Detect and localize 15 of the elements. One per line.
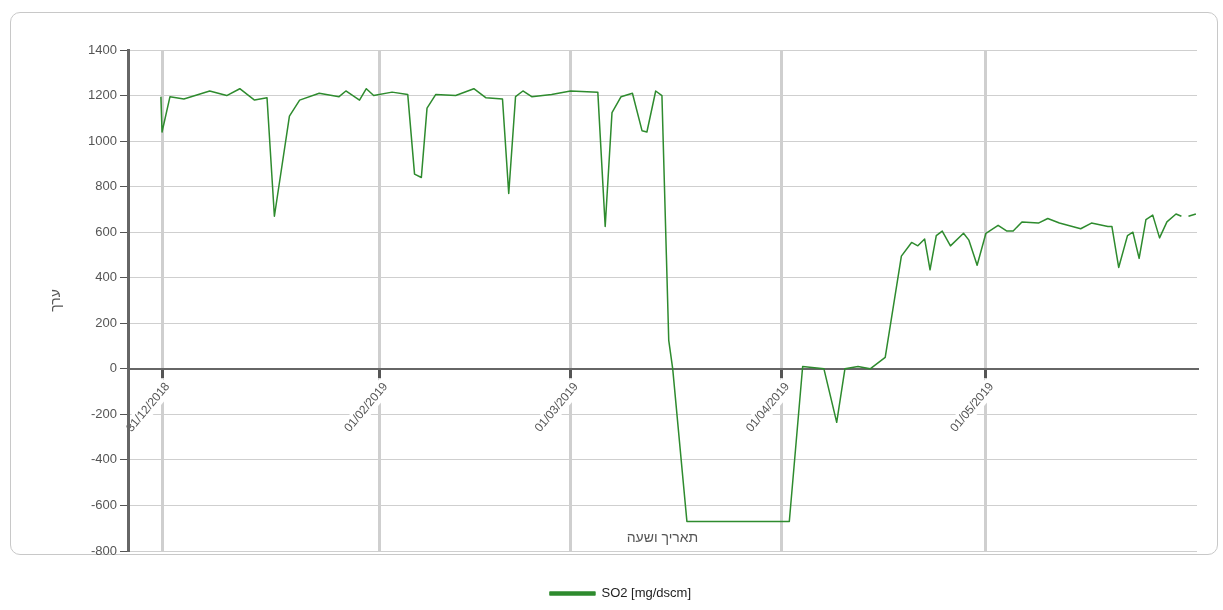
y-tick-label: -600 xyxy=(90,497,117,513)
y-tick-label: 200 xyxy=(95,314,117,330)
y-tick-label: -400 xyxy=(90,451,117,467)
y-tick-label: -800 xyxy=(90,542,117,558)
x-axis-title: תאריך ושעה xyxy=(626,528,699,545)
y-axis-title: ערך xyxy=(47,289,64,312)
y-tick-label: 1200 xyxy=(88,87,117,103)
y-tick-label: 1000 xyxy=(88,132,117,148)
y-tick-label: 0 xyxy=(109,360,117,376)
y-tick-label: 600 xyxy=(95,223,117,239)
y-tick-label: -200 xyxy=(90,405,117,421)
y-tick-label: 400 xyxy=(95,269,117,285)
y-tick-label: 1400 xyxy=(88,41,117,57)
legend-label: SO2 [mg/dscm] xyxy=(601,585,692,601)
y-tick-label: 800 xyxy=(95,178,117,194)
